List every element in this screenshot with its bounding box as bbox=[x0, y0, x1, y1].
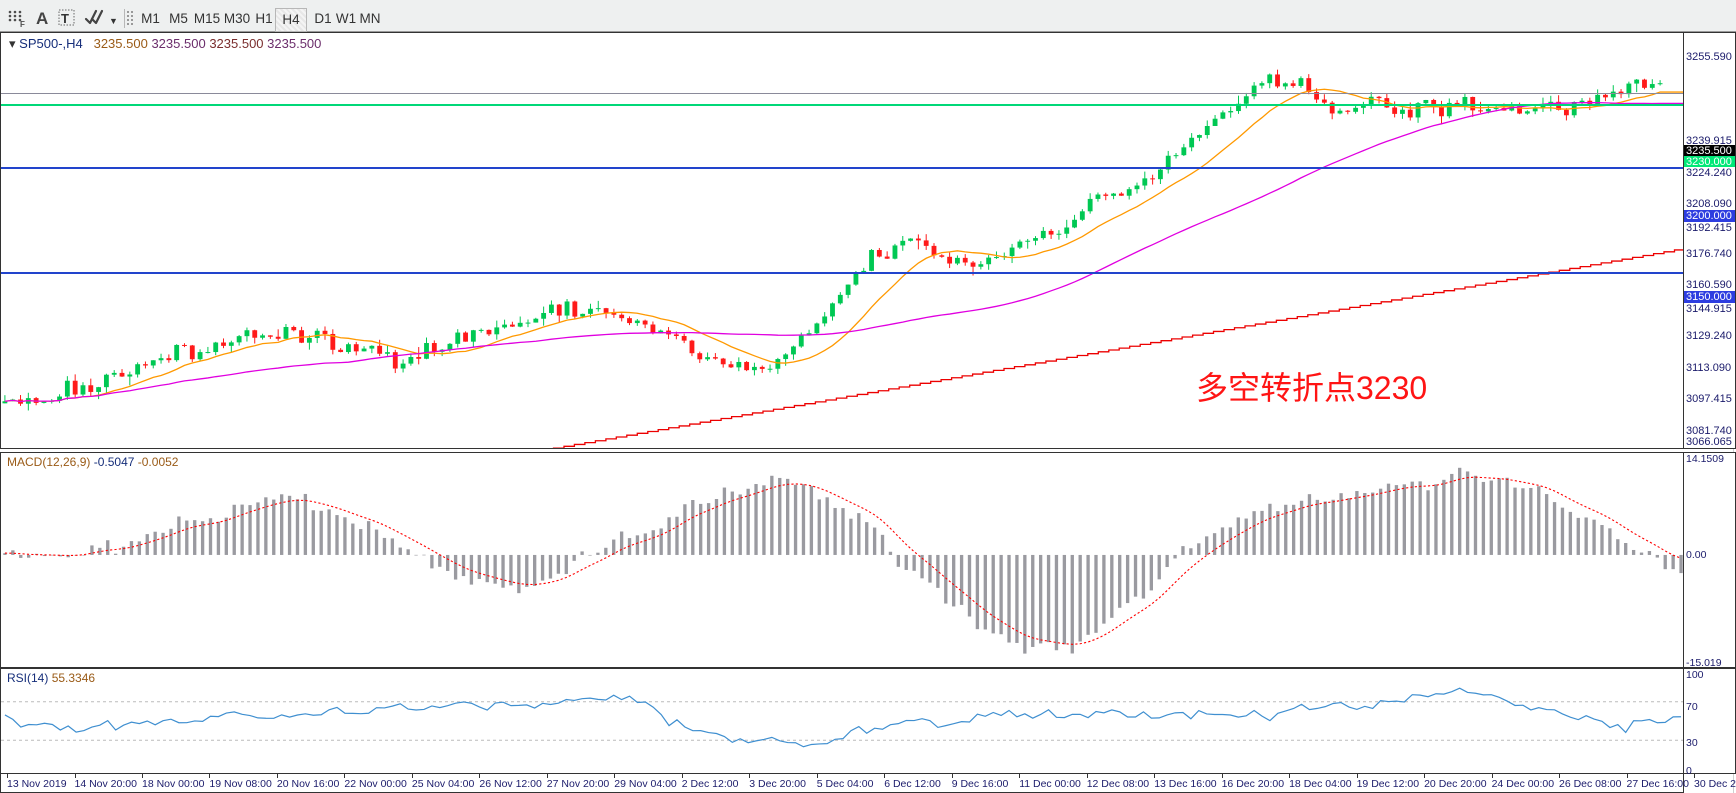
svg-text:T: T bbox=[61, 11, 69, 26]
svg-text:F: F bbox=[20, 20, 25, 28]
